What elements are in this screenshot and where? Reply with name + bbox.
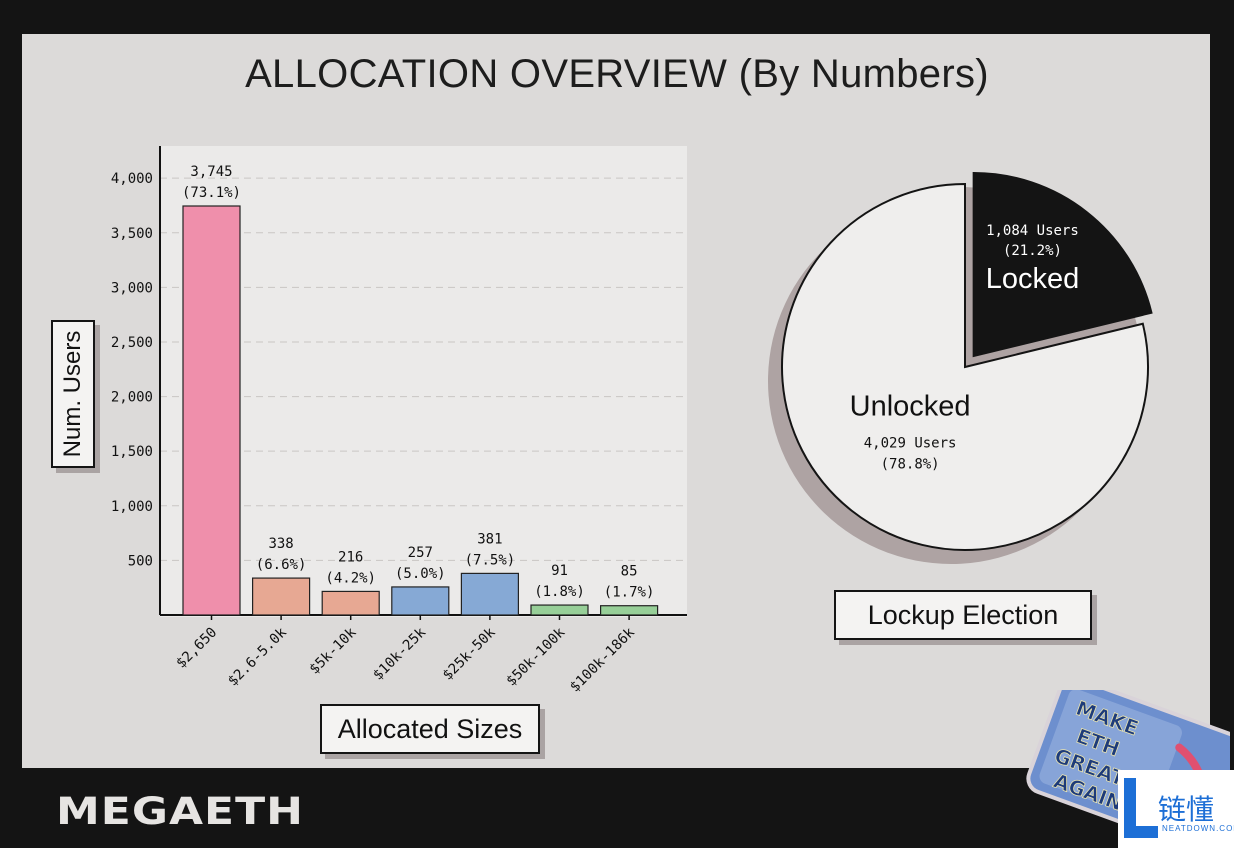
x-tick-label: $2.6-5.0k xyxy=(225,624,290,689)
x-tick-label: $5k-10k xyxy=(306,624,359,677)
x-tick-label: $10k-25k xyxy=(370,624,429,683)
y-tick-label: 1,500 xyxy=(111,444,153,460)
pie-title-box: Lockup Election xyxy=(834,590,1092,640)
bar-plot-area xyxy=(160,146,687,617)
pie-slice xyxy=(781,182,1149,551)
bar-percent-label: (6.6%) xyxy=(256,557,307,573)
bar xyxy=(182,205,241,616)
bar-percent-label: (7.5%) xyxy=(465,552,516,568)
bar-value-label: 381 xyxy=(477,531,502,547)
pie-slice-name: Locked xyxy=(986,263,1080,295)
bar xyxy=(599,605,659,616)
watermark: 链懂 NEATDOWN.COM xyxy=(1118,770,1234,848)
pie-count-label: 1,084 Users xyxy=(986,223,1079,239)
bar-value-label: 85 xyxy=(621,564,638,580)
bar-percent-label: (4.2%) xyxy=(325,570,376,586)
bar-value-label: 257 xyxy=(408,545,433,561)
watermark-en-text: NEATDOWN.COM xyxy=(1162,824,1234,833)
x-axis-label-box: Allocated Sizes xyxy=(320,704,540,754)
bar xyxy=(530,604,589,616)
y-axis-label: Num. Users xyxy=(59,330,86,458)
bar-value-label: 216 xyxy=(338,549,363,565)
bar-percent-label: (1.8%) xyxy=(534,584,585,600)
pie-slice-name: Unlocked xyxy=(850,391,971,423)
watermark-logo-icon xyxy=(1124,778,1136,838)
x-tick-label: $50k-100k xyxy=(503,624,568,689)
bar-percent-label: (1.7%) xyxy=(604,585,655,601)
bar xyxy=(391,586,450,616)
y-axis-label-box: Num. Users xyxy=(51,320,95,468)
x-axis-label: Allocated Sizes xyxy=(337,713,523,744)
bar xyxy=(321,590,380,616)
y-tick-label: 4,000 xyxy=(111,171,153,187)
y-tick-label: 1,000 xyxy=(111,499,153,515)
y-tick-label: 2,000 xyxy=(111,390,153,406)
y-tick-label: 3,000 xyxy=(111,280,153,296)
brand-logo: MEGAETH xyxy=(56,790,304,834)
y-tick-label: 500 xyxy=(128,553,153,569)
page-title: ALLOCATION OVERVIEW (By Numbers) xyxy=(245,52,989,96)
x-tick-label: $25k-50k xyxy=(440,624,499,683)
bar-value-label: 3,745 xyxy=(190,164,232,180)
bar xyxy=(460,572,519,616)
bar-value-label: 338 xyxy=(268,536,293,552)
bar-percent-label: (73.1%) xyxy=(182,185,241,201)
pie-count-label: 4,029 Users xyxy=(864,436,957,452)
y-tick-label: 3,500 xyxy=(111,226,153,242)
bar xyxy=(252,577,311,616)
bar-value-label: 91 xyxy=(551,563,568,579)
pie-slice xyxy=(972,171,1153,358)
y-tick-label: 2,500 xyxy=(111,335,153,351)
pie-percent-label: (78.8%) xyxy=(881,457,940,473)
bar-percent-label: (5.0%) xyxy=(395,566,446,582)
pie-percent-label: (21.2%) xyxy=(1003,243,1062,259)
pie-title: Lockup Election xyxy=(867,599,1059,630)
watermark-cn-text: 链懂 xyxy=(1158,793,1215,826)
x-tick-label: $100k-186k xyxy=(567,624,638,695)
x-tick-label: $2,650 xyxy=(173,625,220,672)
